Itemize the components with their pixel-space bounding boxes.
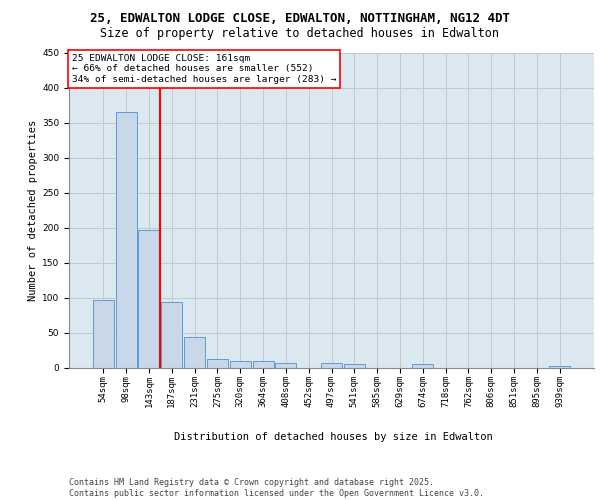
Bar [207, 359, 228, 368]
Bar [93, 300, 114, 368]
Bar [161, 302, 182, 368]
Bar [184, 338, 205, 368]
Bar [139, 230, 160, 368]
Bar [230, 361, 251, 368]
Bar [275, 362, 296, 368]
Text: 25, EDWALTON LODGE CLOSE, EDWALTON, NOTTINGHAM, NG12 4DT: 25, EDWALTON LODGE CLOSE, EDWALTON, NOTT… [90, 12, 510, 26]
Bar [116, 112, 137, 368]
Text: Size of property relative to detached houses in Edwalton: Size of property relative to detached ho… [101, 28, 499, 40]
Text: Distribution of detached houses by size in Edwalton: Distribution of detached houses by size … [173, 432, 493, 442]
Bar [549, 366, 570, 368]
Bar [321, 364, 342, 368]
Bar [253, 361, 274, 368]
Text: Contains HM Land Registry data © Crown copyright and database right 2025.
Contai: Contains HM Land Registry data © Crown c… [69, 478, 484, 498]
Bar [412, 364, 433, 368]
Bar [344, 364, 365, 368]
Text: 25 EDWALTON LODGE CLOSE: 161sqm
← 66% of detached houses are smaller (552)
34% o: 25 EDWALTON LODGE CLOSE: 161sqm ← 66% of… [71, 54, 336, 84]
Y-axis label: Number of detached properties: Number of detached properties [28, 120, 38, 300]
